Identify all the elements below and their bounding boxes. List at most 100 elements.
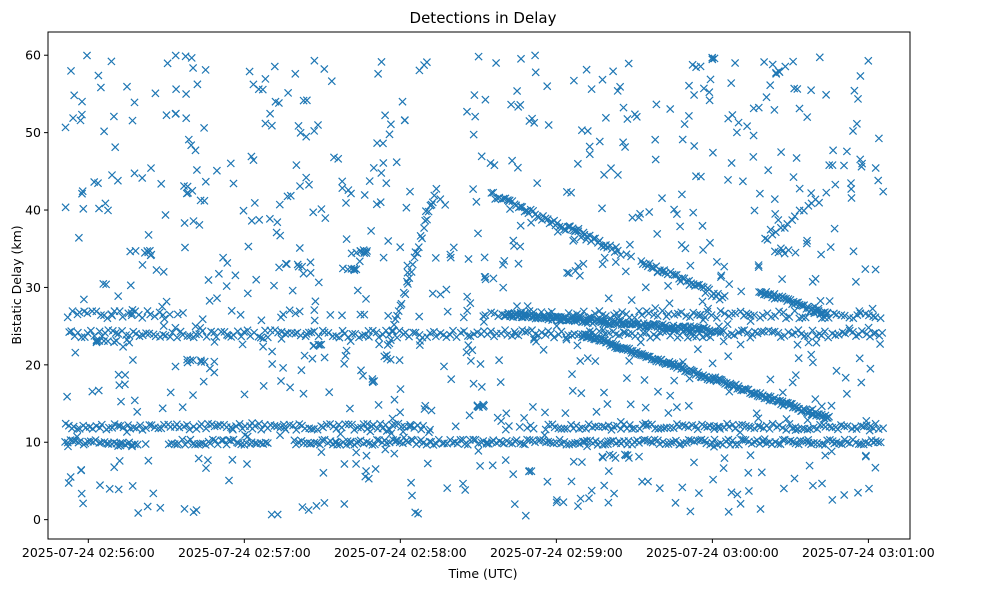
data-point <box>577 458 586 467</box>
data-point <box>360 247 369 256</box>
data-point <box>196 323 205 332</box>
data-point <box>790 212 799 221</box>
data-point <box>598 260 607 269</box>
data-point <box>569 236 578 245</box>
data-point <box>470 91 479 100</box>
data-point <box>710 54 719 63</box>
data-point <box>465 411 474 420</box>
data-point <box>744 468 753 477</box>
data-point <box>178 330 187 339</box>
data-point <box>715 424 725 433</box>
data-point <box>627 296 636 305</box>
data-point <box>171 323 180 332</box>
data-point <box>266 109 275 118</box>
data-point <box>684 401 693 410</box>
data-point <box>94 386 103 395</box>
data-point <box>472 197 481 206</box>
data-point <box>598 75 607 84</box>
data-point <box>847 184 856 194</box>
data-point <box>272 228 281 237</box>
y-axis: 0 10 20 30 40 50 60 <box>25 48 48 527</box>
data-point <box>112 336 121 345</box>
data-point <box>754 261 763 270</box>
data-point <box>180 218 189 228</box>
x-tick-label: 2025-07-24 02:59:00 <box>490 545 623 560</box>
data-point <box>600 253 609 262</box>
data-point <box>705 96 714 105</box>
data-point <box>817 250 826 259</box>
data-point <box>610 489 619 498</box>
data-point <box>487 188 496 197</box>
data-point <box>354 437 363 446</box>
data-point <box>822 90 831 99</box>
data-point <box>398 97 407 106</box>
data-point <box>696 172 705 181</box>
data-point <box>598 422 607 431</box>
data-point <box>539 345 548 354</box>
data-point <box>716 273 725 282</box>
data-point <box>204 275 213 285</box>
data-point <box>680 120 689 129</box>
data-point <box>740 326 749 335</box>
data-point <box>320 64 329 74</box>
data-point <box>156 503 165 512</box>
data-point <box>795 104 804 113</box>
data-point <box>820 327 829 336</box>
data-point <box>698 297 707 306</box>
data-point <box>263 333 272 342</box>
data-point <box>521 327 530 337</box>
data-point <box>466 332 475 341</box>
data-point <box>780 249 789 258</box>
data-point <box>187 53 196 62</box>
data-point <box>583 126 592 136</box>
data-point <box>839 161 849 170</box>
data-point <box>647 420 657 429</box>
data-point <box>840 490 849 500</box>
data-point <box>463 306 472 315</box>
data-point <box>770 289 779 298</box>
data-point <box>641 283 650 292</box>
data-point <box>192 506 201 515</box>
data-point <box>514 102 523 111</box>
data-point <box>489 188 498 197</box>
data-point <box>727 309 736 318</box>
data-point <box>613 86 622 95</box>
data-point <box>528 402 537 411</box>
data-point <box>304 180 314 189</box>
data-point <box>807 350 816 359</box>
data-point <box>512 302 522 311</box>
data-point <box>100 127 109 136</box>
data-point <box>559 498 568 507</box>
data-point <box>626 400 635 409</box>
data-point <box>365 177 374 186</box>
data-point <box>424 428 433 437</box>
data-point <box>371 464 380 474</box>
data-point <box>165 310 174 319</box>
x-tick-label: 2025-07-24 02:56:00 <box>22 545 155 560</box>
data-point <box>458 479 468 488</box>
data-point <box>710 422 719 431</box>
data-point <box>427 200 436 209</box>
data-point <box>138 313 147 322</box>
data-point <box>761 234 770 243</box>
data-point <box>178 435 187 444</box>
data-point <box>712 257 721 266</box>
data-point <box>657 194 667 203</box>
data-point <box>717 271 726 280</box>
data-point <box>768 60 777 69</box>
data-point <box>574 262 583 271</box>
data-point <box>678 483 687 492</box>
data-point <box>114 370 123 379</box>
data-point <box>407 491 417 500</box>
data-point <box>378 330 387 339</box>
data-point <box>545 219 554 228</box>
data-point <box>138 173 147 183</box>
data-point <box>70 91 79 100</box>
data-point <box>326 310 335 319</box>
data-point <box>672 270 681 279</box>
data-point <box>533 179 542 188</box>
data-point <box>502 409 511 418</box>
data-point <box>239 206 248 215</box>
data-point <box>120 380 129 389</box>
data-point <box>783 219 792 228</box>
